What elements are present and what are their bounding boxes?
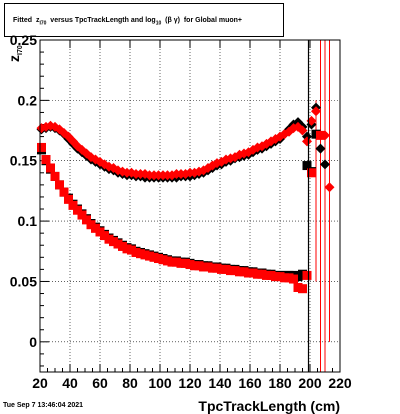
diamond-marker [320, 159, 330, 170]
title-prefix: Fitted [13, 17, 33, 24]
y-tick-label: 0 [29, 334, 37, 350]
x-tick-label: 60 [92, 375, 108, 391]
y-axis-title-main: z [6, 55, 22, 62]
diamond-marker [297, 125, 308, 136]
x-tick-label: 140 [208, 375, 232, 391]
chart-title: Fitted zI70 versus TpcTrackLength and lo… [4, 3, 284, 37]
square-marker [289, 274, 298, 284]
square-marker [41, 155, 51, 165]
square-marker [302, 270, 312, 280]
square-marker [50, 171, 60, 181]
title-middle: versus TpcTrackLength and log [50, 17, 156, 24]
square-marker [298, 284, 307, 294]
y-tick-label: 0.2 [18, 92, 38, 108]
y-tick-labels: 0 0.05 0.1 0.15 0.2 0.25 [10, 32, 37, 350]
title-beta-gamma: (β γ) [165, 17, 180, 24]
square-marker [55, 180, 64, 190]
square-marker [73, 205, 82, 215]
grid-lines [40, 39, 340, 372]
error-bars [315, 40, 330, 372]
square-marker [302, 161, 312, 171]
square-marker [82, 215, 91, 225]
square-marker [316, 130, 325, 140]
timestamp: Tue Sep 7 13:46:04 2021 [3, 402, 84, 409]
x-tick-label: 80 [122, 375, 138, 391]
diamond-marker [302, 136, 312, 147]
square-marker [59, 187, 69, 197]
x-tick-label: 100 [148, 375, 172, 391]
diamond-marker [311, 106, 321, 117]
data-points [36, 102, 335, 294]
title-z: z [35, 17, 40, 24]
y-axis-title: zI70 [6, 45, 24, 62]
x-tick-label: 220 [328, 375, 352, 391]
square-marker [307, 168, 316, 178]
diamond-marker [315, 143, 326, 154]
x-tick-label: 20 [32, 375, 48, 391]
y-axis-title-text: zI70 [6, 45, 24, 62]
y-tick-label: 0.15 [10, 153, 37, 169]
y-axis-title-sub: I70 [17, 45, 24, 55]
square-marker [46, 163, 55, 173]
plot-frame [39, 39, 341, 373]
title-log-sub: 10 [155, 20, 162, 27]
x-tick-label: 160 [238, 375, 262, 391]
y-tick-label: 0.1 [18, 213, 38, 229]
square-marker [68, 200, 78, 210]
x-axis-title: TpcTrackLength (cm) [198, 398, 340, 414]
y-tick-label: 0.05 [10, 273, 37, 289]
x-tick-label: 120 [178, 375, 202, 391]
square-marker [64, 194, 73, 204]
x-tick-label: 200 [298, 375, 322, 391]
y-tick-label: 0.25 [10, 32, 37, 48]
x-tick-label: 40 [62, 375, 78, 391]
diamond-marker [45, 120, 56, 131]
title-suffix: for Global muon+ [183, 17, 242, 24]
x-tick-label: 180 [268, 375, 292, 391]
title-z-sub: I70 [39, 20, 47, 27]
square-marker [37, 142, 46, 152]
diamond-marker [324, 182, 335, 193]
x-tick-labels: 20 40 60 80 100 120 140 160 180 200 220 [32, 375, 352, 391]
square-marker [77, 210, 87, 220]
